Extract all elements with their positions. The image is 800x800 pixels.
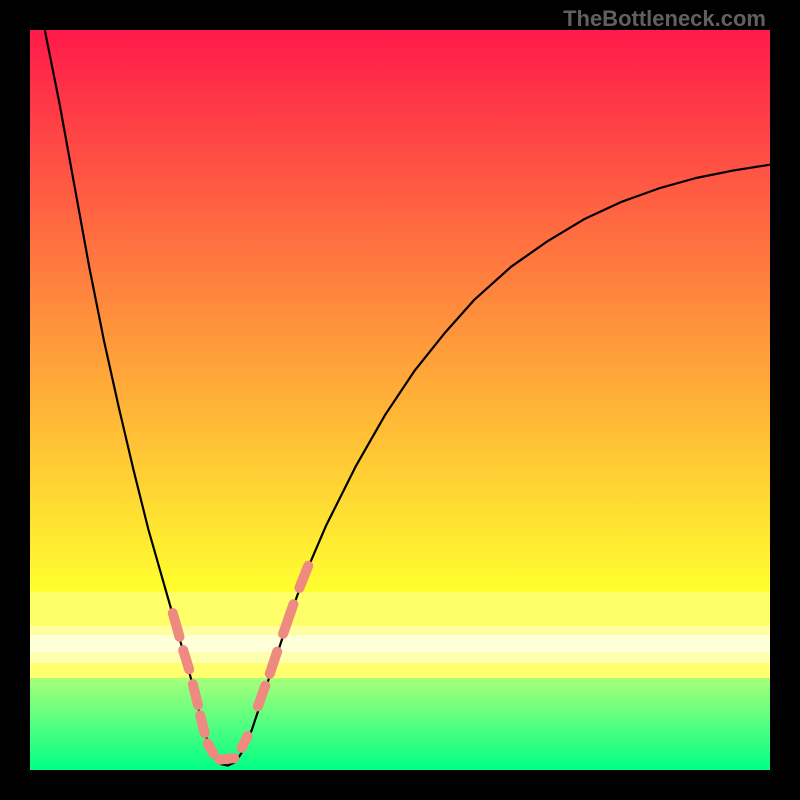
chart-frame: TheBottleneck.com xyxy=(0,0,800,800)
highlight-dash xyxy=(283,604,293,634)
highlight-dash xyxy=(173,613,180,637)
plot-area xyxy=(30,30,770,770)
highlight-dash xyxy=(219,758,234,759)
highlight-dash xyxy=(270,652,277,674)
curve-layer xyxy=(30,30,770,770)
highlight-dash xyxy=(208,743,214,753)
highlight-dash xyxy=(242,736,248,748)
highlight-dash xyxy=(193,684,198,705)
highlight-dash xyxy=(200,715,204,733)
highlight-dash xyxy=(258,686,265,707)
highlight-dash xyxy=(299,566,308,588)
bottleneck-curve xyxy=(45,30,770,766)
watermark-label: TheBottleneck.com xyxy=(563,6,766,32)
highlight-dash xyxy=(183,650,189,669)
